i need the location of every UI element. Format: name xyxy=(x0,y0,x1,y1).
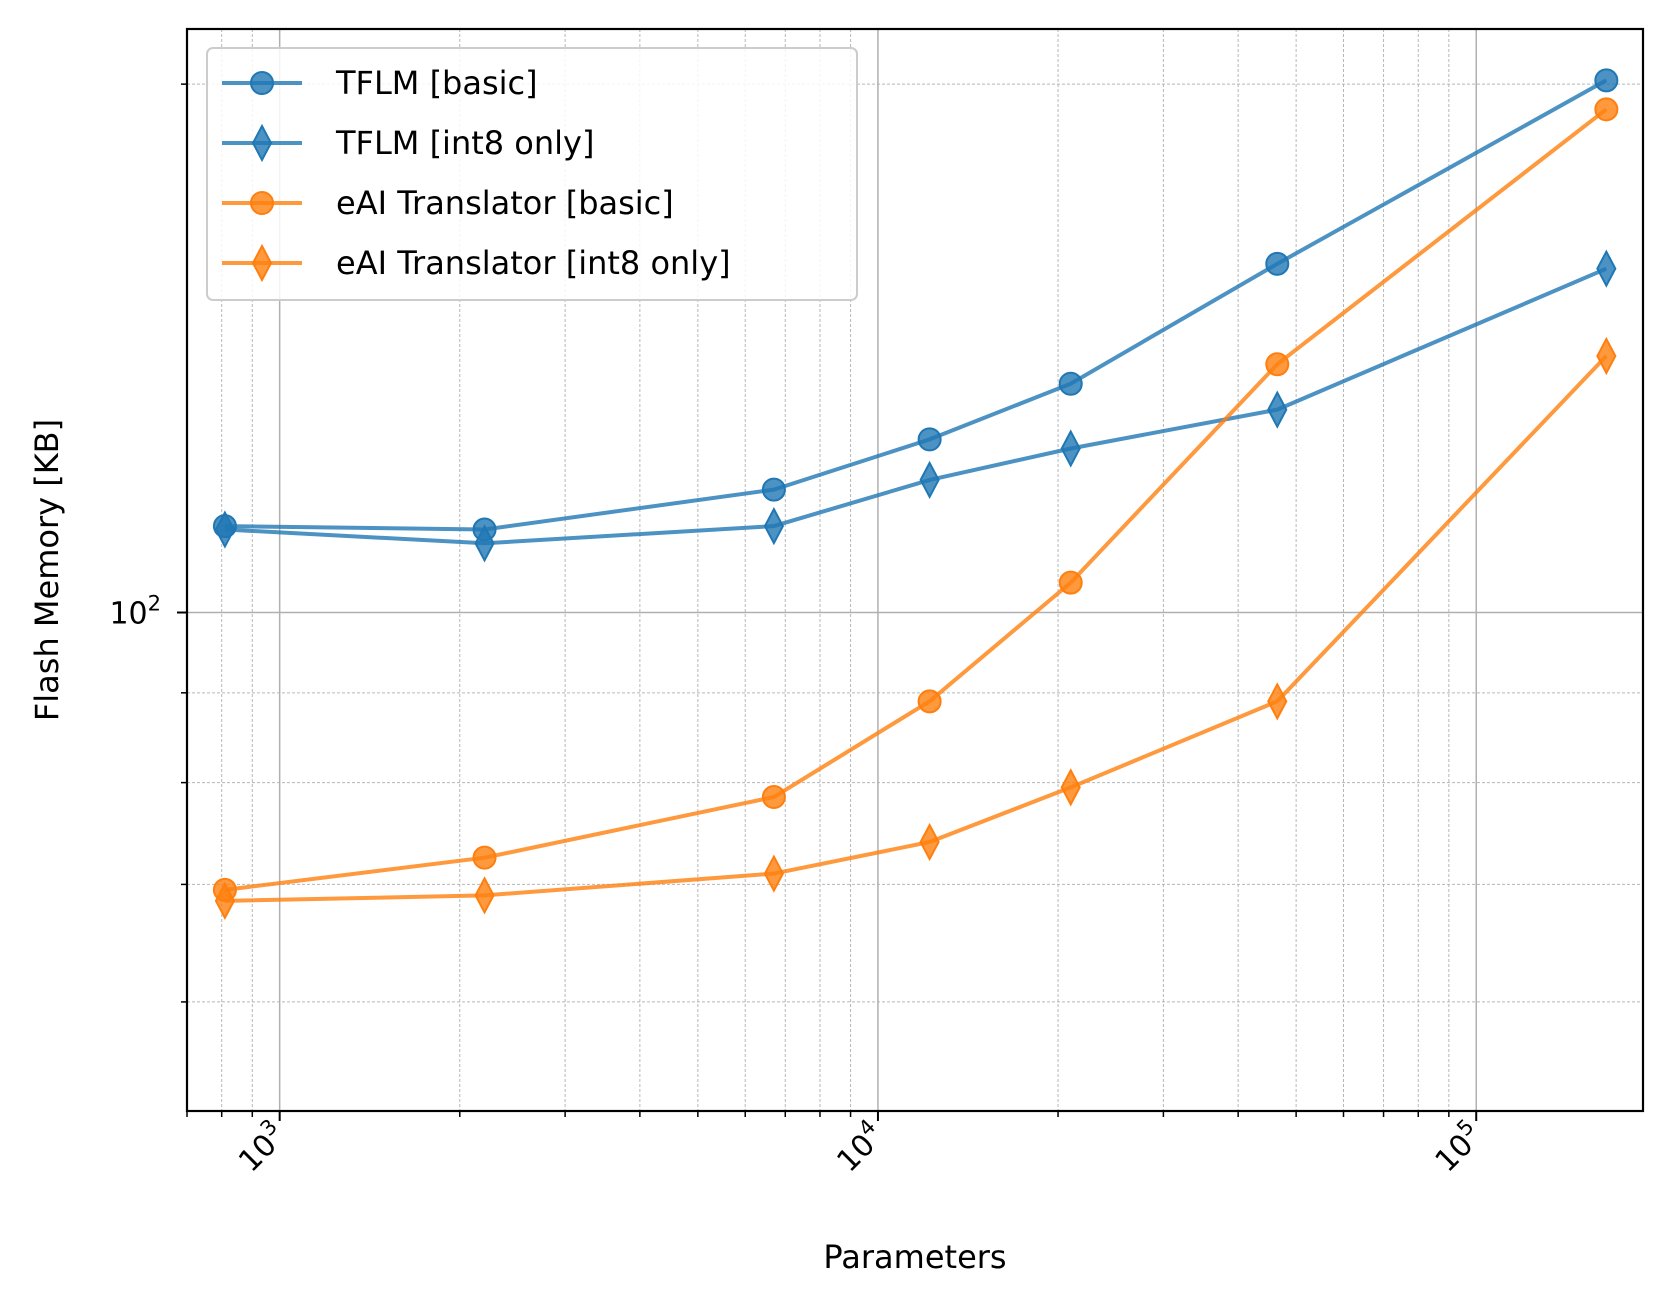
data-point xyxy=(1265,251,1290,276)
y-axis-label: Flash Memory [KB] xyxy=(28,419,66,721)
legend-label: eAI Translator [basic] xyxy=(336,184,674,222)
data-point xyxy=(919,822,940,862)
data-point xyxy=(214,510,236,549)
data-point xyxy=(761,785,786,810)
axis-ticks xyxy=(177,83,1478,1121)
legend-item: TFLM [basic] xyxy=(222,64,538,102)
legend: TFLM [basic] TFLM [int8 only] eAI Translat… xyxy=(206,47,858,301)
legend-label: TFLM [int8 only] xyxy=(335,124,594,162)
data-point xyxy=(474,876,495,915)
legend-marker xyxy=(250,71,274,95)
x-tick-label: 104 xyxy=(827,1114,892,1179)
data-point xyxy=(1058,570,1083,595)
legend-item: TFLM [int8 only] xyxy=(222,123,594,163)
data-point xyxy=(917,689,942,714)
series-1 xyxy=(214,249,1617,563)
data-point xyxy=(1596,249,1617,288)
legend-item: eAI Translator [int8 only] xyxy=(222,243,731,283)
data-point xyxy=(919,460,940,500)
data-point xyxy=(763,854,785,893)
legend-marker xyxy=(250,191,274,215)
data-point xyxy=(761,477,786,502)
data-point xyxy=(1267,682,1288,721)
data-point xyxy=(763,506,785,546)
data-point xyxy=(917,427,942,452)
legend-item: eAI Translator [basic] xyxy=(222,184,674,222)
data-point xyxy=(1594,68,1619,93)
legend-label: eAI Translator [int8 only] xyxy=(336,244,731,282)
data-point xyxy=(1265,352,1290,377)
data-point xyxy=(1267,390,1288,429)
data-point xyxy=(1058,371,1083,396)
data-point xyxy=(1596,336,1617,376)
data-point xyxy=(214,881,236,921)
data-point xyxy=(472,845,497,870)
series-3 xyxy=(214,336,1617,921)
x-axis-label: Parameters xyxy=(823,1238,1006,1276)
plot-frame xyxy=(185,27,1645,1113)
legend-marker xyxy=(251,123,273,163)
series-layer xyxy=(212,68,1619,921)
data-point xyxy=(1594,97,1619,122)
legend-label: TFLM [basic] xyxy=(335,64,538,102)
legend-marker xyxy=(251,243,273,283)
y-tick-label: 102 xyxy=(109,592,161,632)
data-point xyxy=(1060,429,1081,468)
legend-box xyxy=(206,47,858,301)
data-point xyxy=(1060,768,1081,807)
data-point xyxy=(474,524,495,563)
